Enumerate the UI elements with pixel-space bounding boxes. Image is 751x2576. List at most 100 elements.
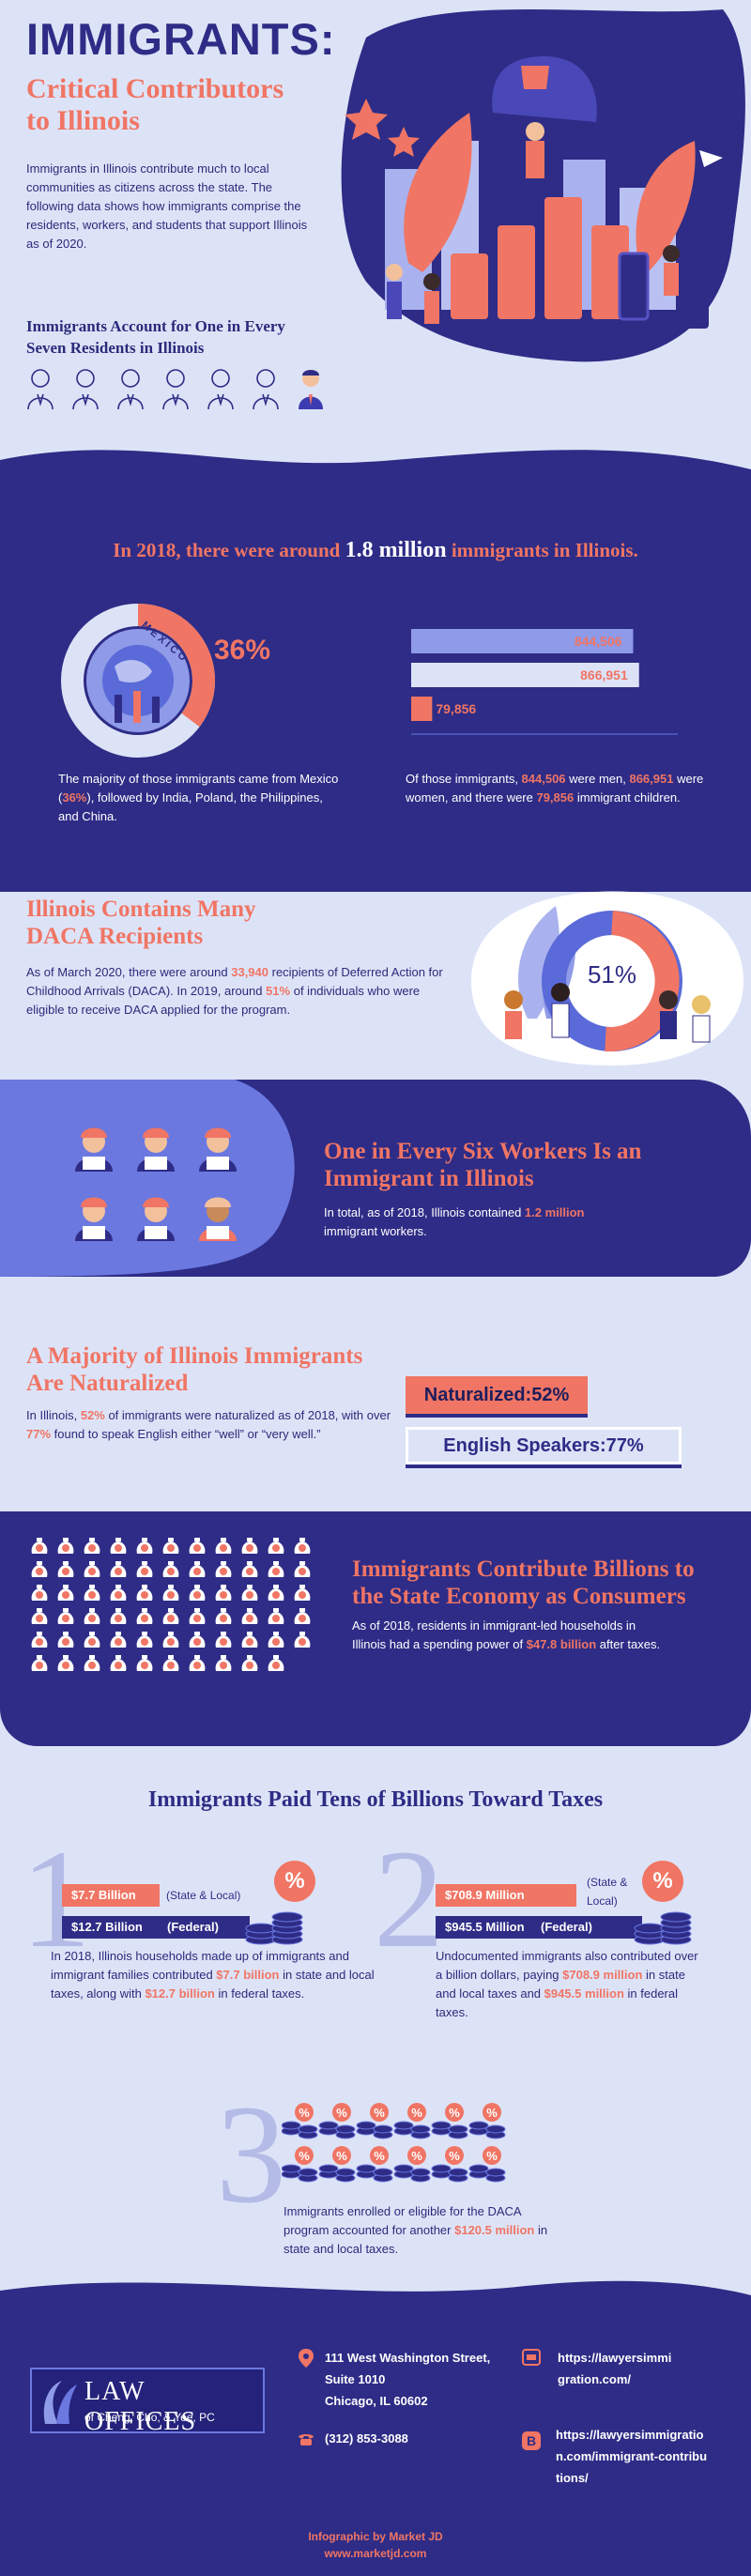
money-bag-icon <box>162 1538 179 1554</box>
tax1-state-tag: (State & Local) <box>166 1889 241 1902</box>
money-bag-icon <box>268 1655 284 1671</box>
article-link[interactable]: https://lawyersimmigratio n.com/immigran… <box>556 2381 707 2489</box>
money-bag-icon <box>57 1585 74 1601</box>
consumers-title-2: the State Economy as Consumers <box>352 1584 686 1609</box>
svg-text:%: % <box>374 2149 385 2163</box>
credit-url[interactable]: www.marketjd.com <box>324 2547 427 2560</box>
headline-pre: In 2018, there were around <box>113 539 345 561</box>
money-bag-icon <box>57 1655 74 1671</box>
money-bag-grid <box>28 1535 329 1685</box>
gender-bar-label: 866,951 <box>580 667 628 682</box>
page-subtitle: Critical Contributors to Illinois <box>26 73 284 137</box>
consumers-text-1: As of 2018, residents in immigrant-led h… <box>352 1618 636 1651</box>
money-bag-icon <box>136 1655 153 1671</box>
origin-text-1: The majority of those immigrants came fr… <box>58 772 339 805</box>
svg-text:%: % <box>336 2149 347 2163</box>
gender-bar <box>411 629 634 653</box>
origin-text: The majority of those immigrants came fr… <box>58 770 340 826</box>
population-headline: In 2018, there were around 1.8 million i… <box>0 538 751 563</box>
tax2-federal-tag: (Federal) <box>541 1920 592 1934</box>
money-bag-icon <box>241 1632 258 1648</box>
money-bag-icon <box>136 1608 153 1624</box>
website-link[interactable]: https://lawyersimmi gration.com/ <box>558 2347 671 2390</box>
resident-icon <box>27 369 323 410</box>
tax2-text: Undocumented immigrants also contributed… <box>436 1947 708 2022</box>
workers-title-2: Immigrant in Illinois <box>324 1166 534 1191</box>
tax1-coins-icon <box>242 1904 308 1950</box>
money-bag-icon <box>136 1585 153 1601</box>
coin-stack-icon: % <box>431 2103 468 2139</box>
money-bag-icon <box>136 1538 153 1554</box>
gender-text-4: immigrant children. <box>574 790 681 805</box>
daca-pct-inline: 51% <box>266 984 291 998</box>
children-count: 79,856 <box>536 790 575 805</box>
money-bag-icon <box>57 1608 74 1624</box>
money-bag-icon <box>31 1608 48 1624</box>
coin-stack-icon: % <box>468 2146 506 2183</box>
tax1-percent-icon: % <box>274 1861 315 1902</box>
money-bag-icon <box>189 1561 206 1577</box>
money-bag-icon <box>84 1632 100 1648</box>
money-bag-icon <box>215 1632 232 1648</box>
tax2-text-1: Undocumented immigrants also contributed… <box>436 1949 698 1982</box>
tax2-bar-federal-label: $945.5 Million <box>445 1920 525 1934</box>
seven-residents-icons <box>26 366 336 413</box>
naturalized-badge: Naturalized:52% <box>406 1376 588 1414</box>
coin-stack-icon: % <box>393 2146 431 2183</box>
worker-icon <box>199 1197 237 1241</box>
article-link-line-1: https://lawyersimmigratio <box>556 2428 704 2442</box>
money-bag-icon <box>215 1585 232 1601</box>
daca-title-1: Illinois Contains Many <box>26 897 256 922</box>
origin-pct: 36% <box>62 790 87 805</box>
tax3-text-1: Immigrants enrolled or eligible for the … <box>284 2204 521 2237</box>
blog-icon: B <box>522 2431 541 2455</box>
footer <box>0 2280 751 2576</box>
tax1-text: In 2018, Illinois households made up of … <box>51 1947 384 2003</box>
daca-text-2: recipients of Deferred Action for Childh… <box>26 965 443 998</box>
workers-text-2: immigrant workers. <box>324 1224 427 1238</box>
tax1-amt1: $7.7 billion <box>216 1968 280 1982</box>
workers-count: 1.2 million <box>524 1205 585 1219</box>
daca-recipients: 33,940 <box>231 965 268 979</box>
money-bag-icon <box>215 1608 232 1624</box>
address: 111 West Washington Street, Suite 1010 C… <box>325 2347 490 2412</box>
tax2-amt2: $945.5 million <box>544 1986 624 2001</box>
worker-icon <box>199 1127 237 1172</box>
hero-illustration <box>329 0 751 376</box>
money-bag-icon <box>136 1632 153 1648</box>
money-bag-icon <box>110 1561 127 1577</box>
money-bag-icon <box>268 1585 284 1601</box>
daca-text-1: As of March 2020, there were around <box>26 965 232 979</box>
law-offices-logo: LAW OFFICES of Cheng, Cho, & Yee, PC <box>30 2368 265 2436</box>
money-bag-icon <box>294 1561 311 1577</box>
coin-stack-icon: % <box>281 2146 318 2183</box>
money-bag-icon <box>84 1561 100 1577</box>
money-bag-icon <box>189 1608 206 1624</box>
money-bag-icon <box>31 1538 48 1554</box>
website-link-line-2: gration.com/ <box>558 2372 632 2386</box>
tax-numeral-2: 2 <box>374 1821 444 1977</box>
phone-number[interactable]: (312) 853-3088 <box>325 2431 408 2446</box>
article-link-line-2: n.com/immigrant-contribu <box>556 2449 708 2463</box>
address-line-2: Suite 1010 <box>325 2372 386 2386</box>
gender-text: Of those immigrants, 844,506 were men, 8… <box>406 770 706 807</box>
english-badge: English Speakers:77% <box>406 1427 682 1464</box>
money-bag-icon <box>215 1655 232 1671</box>
money-bag-icon <box>189 1538 206 1554</box>
gender-text-2: were men, <box>565 772 630 786</box>
svg-text:%: % <box>411 2106 422 2120</box>
tax2-state-tag: (State & Local) <box>587 1876 628 1908</box>
coin-stack-icon: % <box>318 2103 356 2139</box>
svg-text:%: % <box>299 2149 310 2163</box>
daca-title: Illinois Contains Many DACA Recipients <box>26 896 256 950</box>
money-bag-icon <box>31 1632 48 1648</box>
men-count: 844,506 <box>521 772 566 786</box>
gender-bar <box>411 663 639 687</box>
money-bag-icon <box>215 1538 232 1554</box>
tax-numeral-3: 3 <box>216 2077 286 2232</box>
money-bag-icon <box>31 1585 48 1601</box>
naturalized-text: In Illinois, 52% of immigrants were natu… <box>26 1406 392 1444</box>
logo-subtitle: of Cheng, Cho, & Yee, PC <box>84 2411 215 2424</box>
money-bag-icon <box>241 1538 258 1554</box>
svg-text:%: % <box>374 2106 385 2120</box>
